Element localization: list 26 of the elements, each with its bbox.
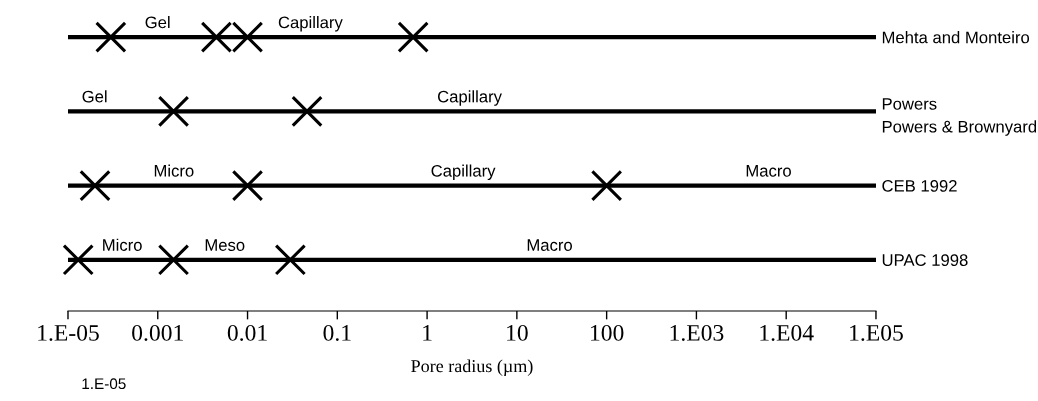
x-tick-label: 100	[591, 324, 624, 341]
x-tick-label: 10	[507, 324, 528, 341]
annotation: Gel	[145, 16, 170, 29]
y-tick-label: Mehta and Monteiro	[882, 31, 1030, 44]
x-tick-label: 0.1	[323, 324, 351, 341]
x-tick-label: 0.01	[227, 324, 267, 341]
annotation: Meso	[205, 239, 245, 251]
x-tick-label: 1.E03	[670, 324, 724, 341]
y-tick-label: UPAC 1998	[882, 254, 968, 266]
annotation: Macro	[527, 239, 572, 251]
x-tick-label: 0.001	[132, 324, 183, 341]
x-tick-label: 1.E-05	[38, 324, 99, 341]
annotation: Capillary	[431, 164, 496, 181]
x-axis-title: Pore radius (µm)	[411, 359, 533, 376]
x-tick-label: 1.E04	[760, 324, 814, 341]
annotation: Capillary	[278, 16, 343, 32]
annotation: Micro	[154, 164, 194, 177]
annotation: Micro	[103, 238, 142, 251]
y-tick-label: Powers Powers & Brownyard	[882, 98, 1037, 136]
text: 1.E-05	[82, 378, 126, 390]
annotation: Capillary	[437, 90, 502, 106]
x-tick-label: 1.E05	[850, 324, 903, 341]
annotation: Gel	[82, 90, 107, 103]
annotation: Macro	[746, 165, 791, 177]
y-tick-label: CEB 1992	[882, 179, 957, 192]
x-tick-label: 1	[423, 325, 432, 341]
